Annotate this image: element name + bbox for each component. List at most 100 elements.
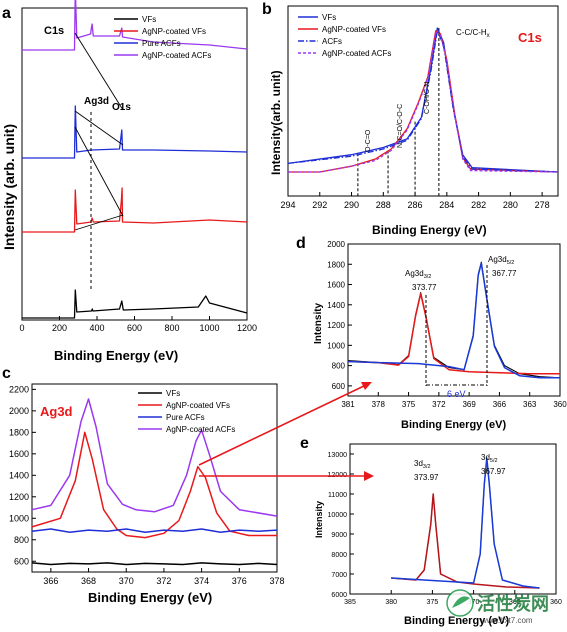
arrow-head-icon	[364, 471, 374, 481]
panel-a: a 0 200 400 600 800 1000 1200 VFs AgNP-coated …	[1, 0, 257, 363]
panel-a-xlabel: Binding Energy (eV)	[54, 348, 178, 363]
connector-arrow-to-d	[198, 384, 367, 466]
x-axis-tick-label: 1000	[199, 323, 219, 333]
legend-agnp-acfs: AgNP-coated ACFs	[166, 425, 235, 434]
panel-b-plot-frame	[287, 5, 559, 197]
x-axis-tick-label: 369	[462, 400, 476, 409]
series-agnp-coated-vfs	[22, 187, 248, 233]
x-axis-tick-label: 280	[503, 200, 518, 210]
x-axis-tick-label: 288	[376, 200, 391, 210]
series-fit-5/2	[347, 262, 560, 379]
panel-e-ylabel: Intensity	[314, 501, 324, 538]
peak-label-c-c: C-C/C-Hx	[456, 28, 490, 39]
series-pure-acfs	[22, 105, 248, 159]
y-axis-tick-label: 600	[332, 382, 346, 391]
legend-vfs: VFs	[142, 15, 156, 24]
peak-label-o-c-o: O-C=O	[365, 129, 372, 152]
x-axis-tick-label: 378	[269, 576, 284, 586]
peak-value-3-2: 373.77	[412, 283, 437, 292]
legend-agnp-acfs: AgNP-coated ACFs	[142, 51, 211, 60]
panel-d-letter: d	[296, 235, 306, 252]
x-axis-tick-label: 363	[523, 400, 537, 409]
y-axis-tick-label: 1600	[9, 449, 29, 459]
peak-value-5-2: 367.77	[492, 269, 517, 278]
series-data	[347, 261, 561, 379]
guide-line	[74, 126, 124, 217]
legend-agnp-vfs: AgNP-coated VFs	[322, 25, 386, 34]
panel-c-letter: c	[2, 365, 11, 382]
panel-b-title: C1s	[518, 30, 542, 45]
legend-acfs: ACFs	[322, 37, 342, 46]
x-axis-tick-label: 368	[81, 576, 96, 586]
panel-a-ylabel: Intensity (arb. unit)	[1, 124, 17, 250]
series-fit-3/2	[347, 292, 560, 375]
y-axis-tick-label: 1400	[9, 470, 29, 480]
peak-label-5-2: Ag3d5/2	[488, 255, 514, 266]
y-axis-tick-label: 1200	[9, 492, 29, 502]
peak-label-3-2: Ag3d3/2	[405, 269, 431, 280]
panel-a-x-ticks: 0 200 400 600 800 1000 1200	[19, 316, 257, 333]
y-axis-tick-label: 7000	[331, 572, 347, 579]
watermark-logo: 活性炭网 www.hxt7.com	[446, 589, 549, 625]
x-axis-tick-label: 381	[341, 400, 355, 409]
x-axis-tick-label: 374	[194, 576, 209, 586]
annotation-ag3d: Ag3d	[84, 96, 109, 107]
panel-b-x-ticks: 294 292 290 288 286 284 282 280 278	[280, 192, 550, 210]
connector-arrows	[198, 382, 374, 481]
x-axis-tick-label: 278	[535, 200, 550, 210]
y-axis-tick-label: 6000	[331, 592, 347, 599]
watermark-url: www.hxt7.com	[480, 616, 533, 625]
x-axis-tick-label: 366	[493, 400, 507, 409]
panel-e-letter: e	[300, 435, 309, 452]
splitting-label: 6 eV	[447, 389, 466, 399]
series-agnp-coated-acfs	[22, 0, 248, 51]
peak-label-3-2: 3d3/2	[414, 459, 431, 470]
x-axis-tick-label: 365	[509, 599, 521, 606]
x-axis-tick-label: 360	[550, 599, 562, 606]
x-axis-tick-label: 380	[385, 599, 397, 606]
y-axis-tick-label: 800	[14, 535, 29, 545]
y-axis-tick-label: 13000	[328, 452, 348, 459]
legend-agnp-vfs: AgNP-coated VFs	[166, 401, 230, 410]
guide-line	[74, 110, 124, 146]
panel-c-title: Ag3d	[40, 404, 73, 419]
panel-b-letter: b	[262, 1, 272, 18]
panel-b-peak-lines	[357, 28, 440, 196]
panel-a-legend: VFs AgNP-coated VFs Pure ACFs AgNP-coate…	[114, 15, 211, 60]
legend-vfs: VFs	[166, 389, 180, 398]
series-pure-acfs	[31, 528, 278, 534]
series-fit-3/2	[391, 493, 540, 589]
x-axis-tick-label: 284	[439, 200, 454, 210]
panel-d-series	[347, 261, 561, 379]
x-axis-tick-label: 800	[164, 323, 179, 333]
y-axis-tick-label: 11000	[328, 492, 347, 499]
series-agnp-coated-acfs	[288, 31, 559, 173]
panel-d-xlabel: Binding Energy (eV)	[401, 419, 506, 431]
series-vfs	[31, 562, 278, 566]
panel-c-plot-frame	[31, 383, 278, 573]
arrow-head-icon	[361, 382, 372, 390]
panel-b-legend: VFs AgNP-coated VFs ACFs AgNP-coated ACF…	[298, 13, 391, 58]
y-axis-tick-label: 2000	[327, 240, 345, 249]
panel-c-xlabel: Binding Energy (eV)	[88, 590, 212, 605]
y-axis-tick-label: 10000	[328, 512, 348, 519]
series-agnp-coated-vfs	[31, 431, 277, 539]
legend-agnp-vfs: AgNP-coated VFs	[142, 27, 206, 36]
panel-c-legend: VFs AgNP-coated VFs Pure ACFs AgNP-coate…	[138, 389, 235, 434]
x-axis-tick-label: 0	[19, 323, 24, 333]
legend-agnp-acfs: AgNP-coated ACFs	[322, 49, 391, 58]
x-axis-tick-label: 294	[280, 200, 295, 210]
y-axis-tick-label: 800	[332, 362, 346, 371]
panel-d: d 381 378 375 372 369 366 363 360 600 800 1000 1200…	[296, 235, 567, 431]
peak-label-c-oh: C-OH/C-N	[424, 82, 431, 114]
x-axis-tick-label: 200	[52, 323, 67, 333]
y-axis-tick-label: 8000	[331, 552, 347, 559]
panel-e-ticks: 3853803753703653606000700080009000100001…	[328, 452, 562, 606]
y-axis-tick-label: 9000	[331, 532, 347, 539]
x-axis-tick-label: 372	[156, 576, 171, 586]
panel-b-xlabel: Binding Energy (eV)	[372, 223, 487, 237]
panel-d-plot-frame	[347, 243, 561, 397]
x-axis-tick-label: 370	[119, 576, 134, 586]
x-axis-tick-label: 1200	[237, 323, 257, 333]
